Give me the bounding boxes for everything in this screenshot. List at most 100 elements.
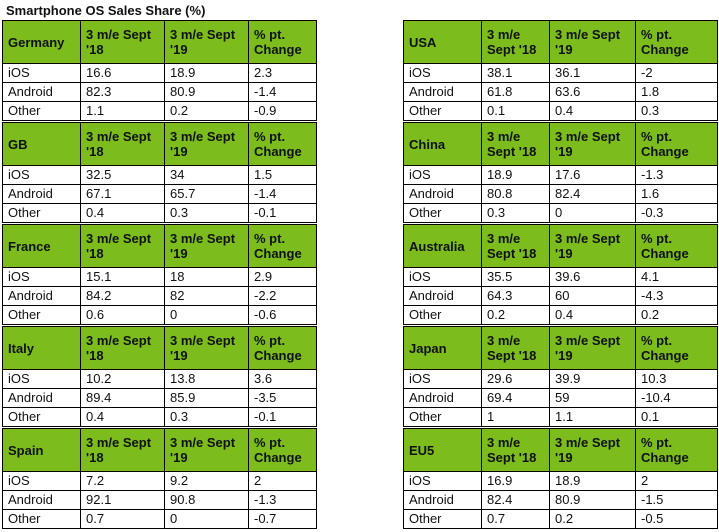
table-cell: -1.3 <box>635 165 718 185</box>
table-row: Other 1 1.1 0.1 <box>403 407 718 427</box>
os-label: iOS <box>2 267 81 287</box>
table-cell: 90.8 <box>164 490 249 510</box>
table-row: Android 82.4 80.9 -1.5 <box>403 490 718 510</box>
table-cell: 80.9 <box>164 82 249 102</box>
table-cell: 69.4 <box>481 388 550 408</box>
os-label: Other <box>2 509 81 529</box>
country-name: Australia <box>403 224 482 268</box>
table-cell: 0 <box>164 509 249 529</box>
os-label: Android <box>2 82 81 102</box>
table-row: iOS 10.2 13.8 3.6 <box>2 369 317 389</box>
os-label: iOS <box>403 267 482 287</box>
table-cell: -2 <box>635 63 718 83</box>
country-name: EU5 <box>403 428 482 472</box>
table-cell: 7.2 <box>80 471 165 491</box>
table-cell: 39.6 <box>549 267 636 287</box>
header-row: France 3 m/e Sept '18 3 m/e Sept '19% pt. … <box>2 224 317 268</box>
column-header-col3: 3 m/e Sept '19 <box>164 122 249 166</box>
table-row: Android 61.8 63.6 1.8 <box>403 82 718 102</box>
table-cell: 16.6 <box>80 63 165 83</box>
table-cell: 80.9 <box>549 490 636 510</box>
table-cell: 0.7 <box>80 509 165 529</box>
table-cell: 0.3 <box>481 203 550 223</box>
table-cell: 10.2 <box>80 369 165 389</box>
column-header-col4: % pt. Change <box>635 20 718 64</box>
table-row: iOS 38.1 36.1 -2 <box>403 63 718 83</box>
country-table-germany: Germany 3 m/e Sept '18 3 m/e Sept '19% pt.… <box>2 20 317 122</box>
table-cell: 16.9 <box>481 471 550 491</box>
table-row: Other 0.7 0.2 -0.5 <box>403 509 718 529</box>
table-cell: 0.1 <box>481 101 550 121</box>
table-cell: 34 <box>164 165 249 185</box>
table-cell: 0.4 <box>80 407 165 427</box>
right-column: USA 3 m/e Sept '18 3 m/e Sept '19% pt. Cha… <box>403 20 718 530</box>
table-cell: 67.1 <box>80 184 165 204</box>
table-cell: -1.4 <box>248 82 317 102</box>
country-name: USA <box>403 20 482 64</box>
table-cell: 84.2 <box>80 286 165 306</box>
table-cell: -0.7 <box>248 509 317 529</box>
column-header-col3: 3 m/e Sept '19 <box>164 428 249 472</box>
column-header-col2: 3 m/e Sept '18 <box>481 20 550 64</box>
table-row: Android 69.4 59 -10.4 <box>403 388 718 408</box>
table-cell: 89.4 <box>80 388 165 408</box>
table-cell: 64.3 <box>481 286 550 306</box>
table-cell: 38.1 <box>481 63 550 83</box>
sales-share-table: Italy 3 m/e Sept '18 3 m/e Sept '19% pt. C… <box>2 326 317 427</box>
table-row: iOS 7.2 9.2 2 <box>2 471 317 491</box>
table-row: Android 67.1 65.7 -1.4 <box>2 184 317 204</box>
column-header-col4: % pt. Change <box>248 224 317 268</box>
table-cell: 32.5 <box>80 165 165 185</box>
header-row: Spain 3 m/e Sept '18 3 m/e Sept '19% pt. C… <box>2 428 317 472</box>
table-row: Other 0.6 0 -0.6 <box>2 305 317 325</box>
table-cell: 0.3 <box>164 407 249 427</box>
table-row: iOS 18.9 17.6 -1.3 <box>403 165 718 185</box>
table-row: Android 80.8 82.4 1.6 <box>403 184 718 204</box>
table-cell: 0.4 <box>80 203 165 223</box>
country-name: Germany <box>2 20 81 64</box>
table-cell: 82.3 <box>80 82 165 102</box>
table-row: Android 89.4 85.9 -3.5 <box>2 388 317 408</box>
column-header-col4: % pt. Change <box>248 326 317 370</box>
column-header-col2: 3 m/e Sept '18 <box>481 326 550 370</box>
os-label: iOS <box>2 165 81 185</box>
os-label: Android <box>403 184 482 204</box>
table-cell: 61.8 <box>481 82 550 102</box>
header-row: EU5 3 m/e Sept '18 3 m/e Sept '19% pt. Cha… <box>403 428 718 472</box>
column-header-col2: 3 m/e Sept '18 <box>481 428 550 472</box>
sales-share-table: China 3 m/e Sept '18 3 m/e Sept '19% pt. C… <box>403 122 718 223</box>
table-cell: 82.4 <box>481 490 550 510</box>
table-cell: -0.6 <box>248 305 317 325</box>
country-table-china: China 3 m/e Sept '18 3 m/e Sept '19% pt. C… <box>403 122 718 224</box>
column-header-col4: % pt. Change <box>248 428 317 472</box>
table-cell: -2.2 <box>248 286 317 306</box>
country-table-australia: Australia 3 m/e Sept '18 3 m/e Sept '19% p… <box>403 224 718 326</box>
table-cell: 65.7 <box>164 184 249 204</box>
table-row: Other 1.1 0.2 -0.9 <box>2 101 317 121</box>
table-cell: 2.9 <box>248 267 317 287</box>
table-cell: 29.6 <box>481 369 550 389</box>
header-row: Japan 3 m/e Sept '18 3 m/e Sept '19% pt. C… <box>403 326 718 370</box>
table-cell: -1.3 <box>248 490 317 510</box>
os-label: Other <box>2 203 81 223</box>
country-name: Italy <box>2 326 81 370</box>
column-header-col2: 3 m/e Sept '18 <box>80 224 165 268</box>
table-cell: 1 <box>481 407 550 427</box>
column-header-col4: % pt. Change <box>635 224 718 268</box>
table-cell: 82 <box>164 286 249 306</box>
sales-share-table: Australia 3 m/e Sept '18 3 m/e Sept '19% p… <box>403 224 718 325</box>
column-header-col3: 3 m/e Sept '19 <box>549 326 636 370</box>
header-row: Australia 3 m/e Sept '18 3 m/e Sept '19% p… <box>403 224 718 268</box>
os-label: Other <box>403 407 482 427</box>
table-cell: -10.4 <box>635 388 718 408</box>
os-label: iOS <box>2 63 81 83</box>
column-header-col3: 3 m/e Sept '19 <box>164 224 249 268</box>
left-column: Germany 3 m/e Sept '18 3 m/e Sept '19% pt.… <box>2 20 317 530</box>
table-cell: 80.8 <box>481 184 550 204</box>
table-cell: -1.4 <box>248 184 317 204</box>
table-cell: 59 <box>549 388 636 408</box>
table-cell: -0.9 <box>248 101 317 121</box>
column-header-col3: 3 m/e Sept '19 <box>549 224 636 268</box>
header-row: Italy 3 m/e Sept '18 3 m/e Sept '19% pt. C… <box>2 326 317 370</box>
column-header-col4: % pt. Change <box>248 122 317 166</box>
